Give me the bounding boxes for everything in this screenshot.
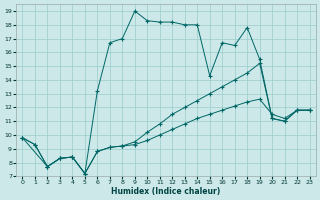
X-axis label: Humidex (Indice chaleur): Humidex (Indice chaleur) [111, 187, 221, 196]
